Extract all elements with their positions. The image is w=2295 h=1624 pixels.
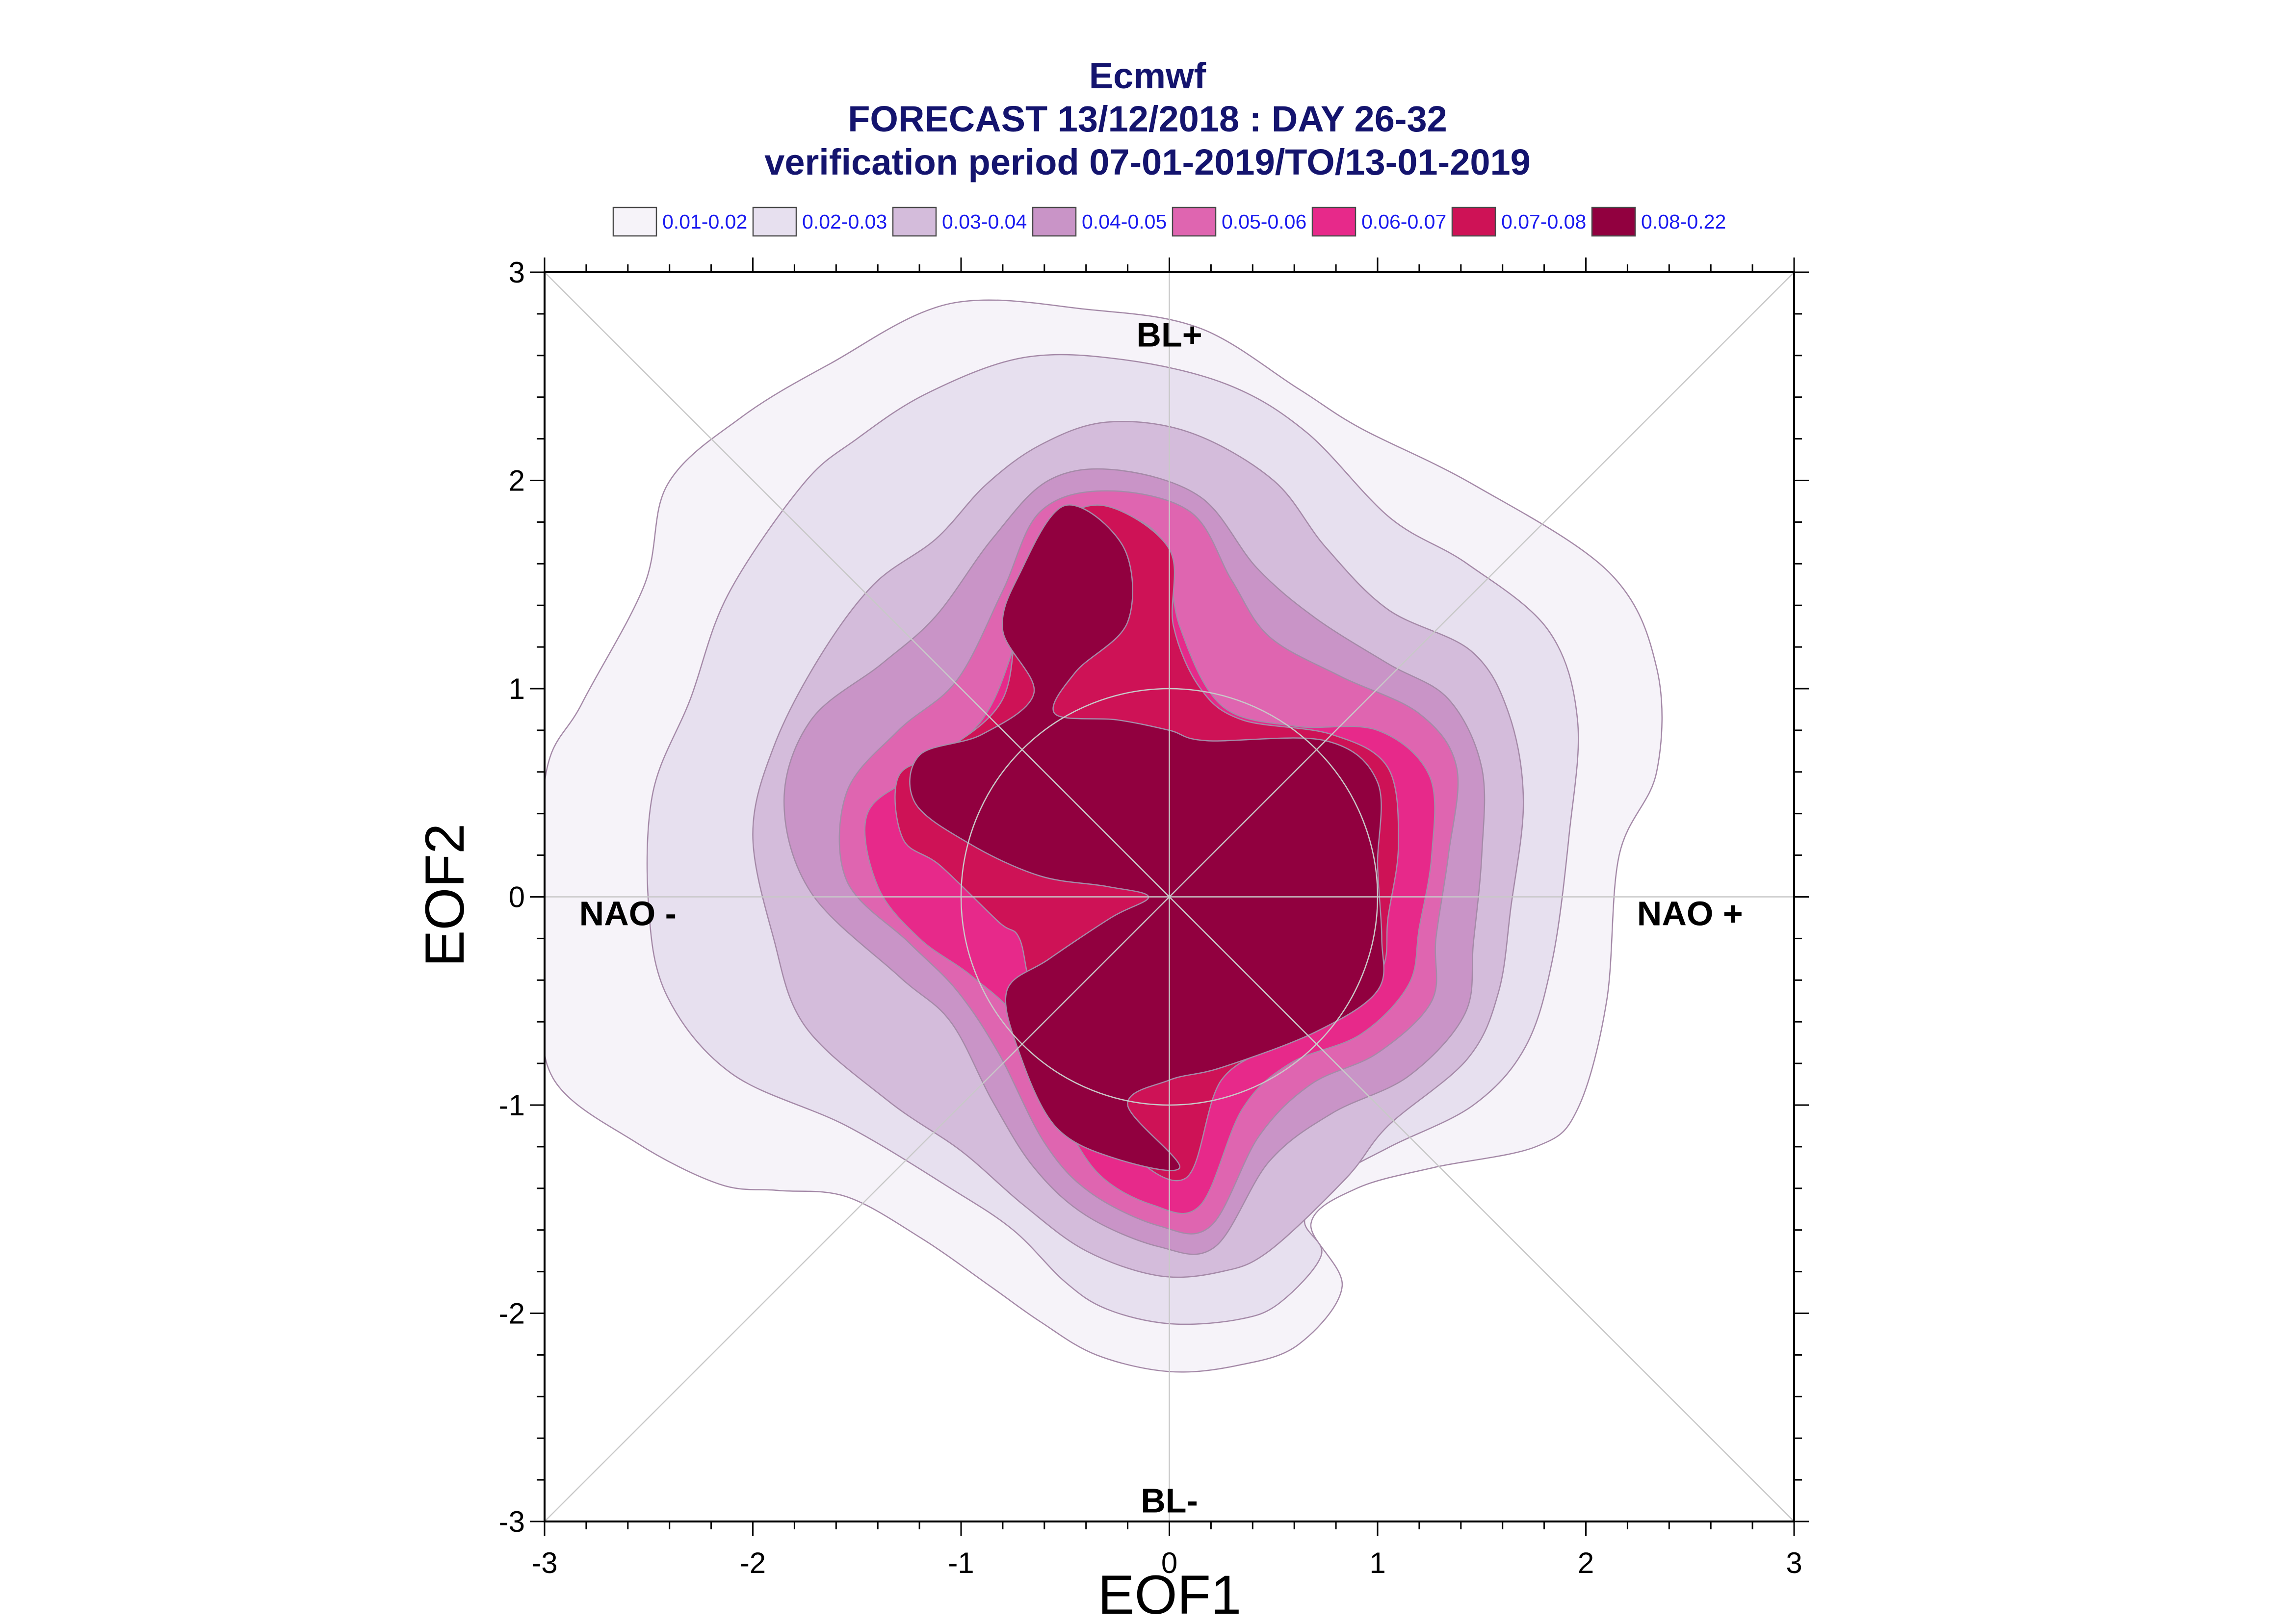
density-contours — [545, 299, 1663, 1373]
x-tick-label: 3 — [1786, 1547, 1802, 1579]
legend-label: 0.08-0.22 — [1641, 210, 1726, 233]
legend-label: 0.06-0.07 — [1361, 210, 1446, 233]
x-tick-label: -3 — [531, 1547, 557, 1579]
legend-swatch — [612, 206, 657, 237]
legend-label: 0.03-0.04 — [942, 210, 1027, 233]
guide-lines — [544, 272, 1795, 1522]
legend-label: 0.02-0.03 — [802, 210, 887, 233]
x-tick-label: -1 — [948, 1547, 974, 1579]
legend-swatch — [892, 206, 937, 237]
y-tick-label: 3 — [509, 256, 525, 289]
x-tick-label: 1 — [1369, 1547, 1385, 1579]
legend-item: 0.07-0.08 — [1451, 206, 1586, 237]
y-tick-label: 0 — [509, 881, 525, 914]
regime-label: NAO - — [579, 894, 677, 932]
y-tick-label: 2 — [509, 464, 525, 497]
axis-ticks: -3 -2 -1 0 1 2 3 3 2 1 0 -1 -2 -3 — [499, 256, 1809, 1579]
regime-label: BL+ — [1136, 315, 1202, 354]
legend-swatch — [1032, 206, 1077, 237]
legend-item: 0.05-0.06 — [1172, 206, 1306, 237]
legend-item: 0.06-0.07 — [1311, 206, 1446, 237]
legend-label: 0.01-0.02 — [662, 210, 747, 233]
x-tick-label: 0 — [1161, 1547, 1177, 1579]
legend-label: 0.05-0.06 — [1222, 210, 1306, 233]
y-tick-label: -1 — [499, 1089, 525, 1122]
legend-swatch — [1311, 206, 1356, 237]
reference-circle — [960, 688, 1379, 1106]
title-line-2: FORECAST 13/12/2018 : DAY 26-32 — [848, 99, 1447, 139]
x-tick-label: -2 — [740, 1547, 766, 1579]
title-line-1: Ecmwf — [1089, 55, 1206, 96]
legend-item: 0.08-0.22 — [1591, 206, 1726, 237]
regime-label: NAO + — [1637, 894, 1743, 932]
regime-label: BL- — [1141, 1482, 1198, 1520]
title-line-3: verification period 07-01-2019/TO/13-01-… — [764, 142, 1531, 182]
legend-label: 0.07-0.08 — [1501, 210, 1586, 233]
legend-item: 0.01-0.02 — [612, 206, 747, 237]
y-axis-label: EOF2 — [414, 824, 475, 967]
x-axis-label: EOF1 — [1098, 1564, 1242, 1624]
y-tick-label: -2 — [499, 1297, 525, 1330]
legend-swatch — [1172, 206, 1217, 237]
regime-labels: BL+ BL- NAO - NAO + — [579, 315, 1743, 1520]
legend: 0.01-0.02 0.02-0.03 0.03-0.04 0.04-0.05 0.05… — [612, 206, 1726, 237]
chart-title: Ecmwf FORECAST 13/12/2018 : DAY 26-32 ve… — [764, 55, 1531, 182]
y-tick-label: 1 — [509, 672, 525, 705]
plot-area: -3 -2 -1 0 1 2 3 3 2 1 0 -1 -2 -3 BL+ BL- NAO - NAO + — [499, 256, 1809, 1579]
legend-item: 0.02-0.03 — [752, 206, 887, 237]
legend-item: 0.03-0.04 — [892, 206, 1027, 237]
y-tick-label: -3 — [499, 1505, 525, 1538]
legend-swatch — [752, 206, 797, 237]
contour-0.08-0.22 — [909, 504, 1385, 1171]
x-tick-label: 2 — [1578, 1547, 1594, 1579]
legend-swatch — [1451, 206, 1496, 237]
legend-item: 0.04-0.05 — [1032, 206, 1167, 237]
legend-swatch — [1591, 206, 1636, 237]
legend-label: 0.04-0.05 — [1082, 210, 1167, 233]
